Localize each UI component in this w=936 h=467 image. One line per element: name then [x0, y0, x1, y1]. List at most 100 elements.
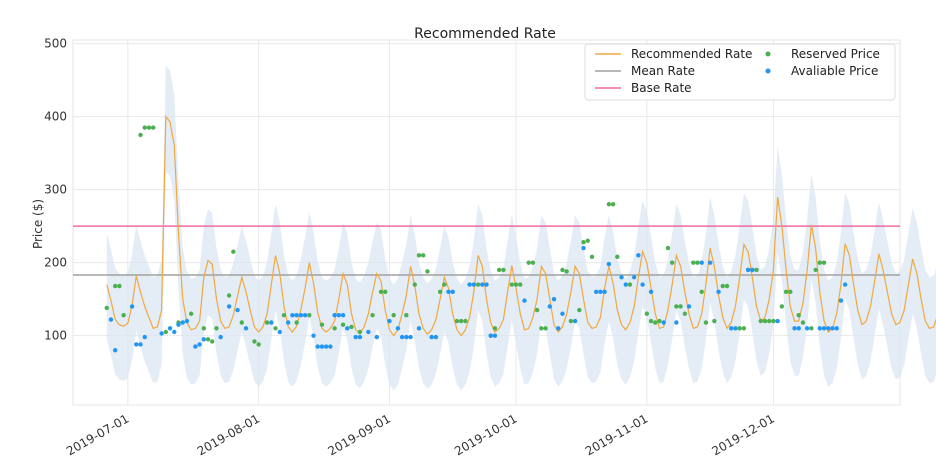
available-price-point: [551, 296, 557, 302]
reserved-price-point: [682, 311, 688, 316]
available-price-point: [707, 260, 713, 265]
available-price-point: [404, 334, 409, 340]
available-price-point: [522, 298, 527, 303]
available-price-point: [226, 304, 232, 309]
reserved-price-point: [226, 293, 232, 298]
available-price-point: [631, 275, 637, 280]
y-tick-label: 300: [44, 183, 67, 197]
available-price-point: [606, 261, 612, 267]
reserved-price-point: [370, 313, 375, 318]
reserved-price-point: [809, 326, 814, 331]
available-price-point: [826, 326, 831, 331]
reserved-price-point: [568, 318, 574, 324]
available-price-point: [311, 333, 316, 338]
available-price-point: [184, 318, 190, 324]
available-price-point: [357, 334, 363, 340]
available-price-point: [387, 318, 392, 324]
x-tick-label: 2019-07-01: [64, 411, 131, 458]
reserved-price-point: [699, 289, 704, 295]
available-price-point: [277, 329, 282, 335]
reserved-price-point: [653, 320, 658, 325]
reserved-price-point: [526, 260, 531, 265]
y-tick-label: 500: [44, 37, 67, 51]
confidence-band: [106, 65, 936, 391]
available-price-point: [817, 326, 823, 331]
reserved-price-point: [121, 313, 126, 318]
available-price-point: [547, 304, 552, 309]
available-price-point: [243, 326, 249, 331]
reserved-price-point: [821, 260, 827, 265]
x-tick-label: 2019-09-01: [326, 411, 393, 458]
available-price-point: [197, 342, 202, 347]
available-price-point: [446, 289, 451, 295]
available-price-point: [201, 337, 207, 342]
reserved-price-point: [404, 313, 409, 318]
reserved-price-point: [188, 311, 194, 316]
reserved-price-point: [454, 318, 460, 324]
available-price-point: [450, 289, 455, 295]
available-price-point: [285, 320, 291, 325]
reserved-price-point: [518, 282, 523, 287]
available-price-point: [332, 313, 337, 318]
available-price-point: [298, 313, 304, 318]
reserved-price-point: [349, 324, 354, 330]
x-tick-label: 2019-12-01: [710, 411, 777, 458]
available-price-point: [594, 289, 599, 295]
available-price-point: [134, 342, 139, 347]
available-price-point: [834, 326, 839, 331]
reserved-price-point: [239, 320, 244, 325]
reserved-price-point: [412, 282, 417, 287]
available-price-point: [830, 326, 835, 331]
available-price-point: [733, 326, 738, 331]
reserved-price-point: [788, 289, 793, 295]
available-price-point: [792, 326, 797, 331]
available-price-point: [112, 348, 118, 353]
reserved-price-point: [657, 318, 662, 324]
x-tick-label: 2019-10-01: [452, 411, 519, 458]
available-price-point: [374, 334, 379, 340]
legend-swatch-marker: [765, 51, 771, 57]
available-price-point: [842, 282, 848, 287]
reserved-price-point: [463, 318, 468, 324]
recommended-rate-line: [106, 114, 936, 337]
reserved-price-point: [496, 267, 502, 273]
reserved-price-point: [669, 260, 675, 265]
reserved-price-point: [530, 260, 536, 265]
reserved-price-point: [564, 269, 569, 274]
reserved-price-point: [475, 282, 481, 287]
available-price-point: [648, 289, 654, 295]
available-price-point: [602, 289, 607, 295]
reserved-price-point: [762, 318, 768, 324]
available-price-point: [399, 334, 405, 340]
available-price-point: [623, 282, 628, 287]
reserved-price-point: [332, 326, 337, 331]
available-price-point: [269, 320, 274, 325]
reserved-price-point: [442, 282, 447, 287]
reserved-price-point: [724, 283, 730, 289]
available-price-point: [129, 304, 135, 309]
available-price-point: [674, 320, 679, 325]
available-price-point: [838, 298, 844, 303]
legend-label: Recommended Rate: [631, 47, 752, 61]
available-price-point: [598, 289, 603, 295]
reserved-price-point: [712, 318, 717, 324]
available-price-point: [159, 331, 164, 336]
available-price-point: [484, 282, 489, 287]
available-price-point: [336, 313, 342, 318]
reserved-price-point: [796, 313, 801, 318]
available-price-point: [821, 326, 827, 331]
reserved-price-point: [281, 313, 287, 318]
available-price-point: [429, 334, 434, 340]
reserved-price-point: [813, 267, 818, 273]
available-price-point: [619, 275, 624, 280]
available-price-point: [471, 282, 477, 287]
available-price-point: [640, 282, 645, 287]
available-price-point: [581, 245, 586, 251]
available-price-point: [686, 304, 692, 309]
reserved-price-point: [644, 311, 650, 316]
available-price-point: [319, 344, 325, 349]
reserved-price-point: [501, 267, 506, 273]
reserved-price-point: [665, 245, 671, 251]
available-price-point: [353, 334, 358, 340]
